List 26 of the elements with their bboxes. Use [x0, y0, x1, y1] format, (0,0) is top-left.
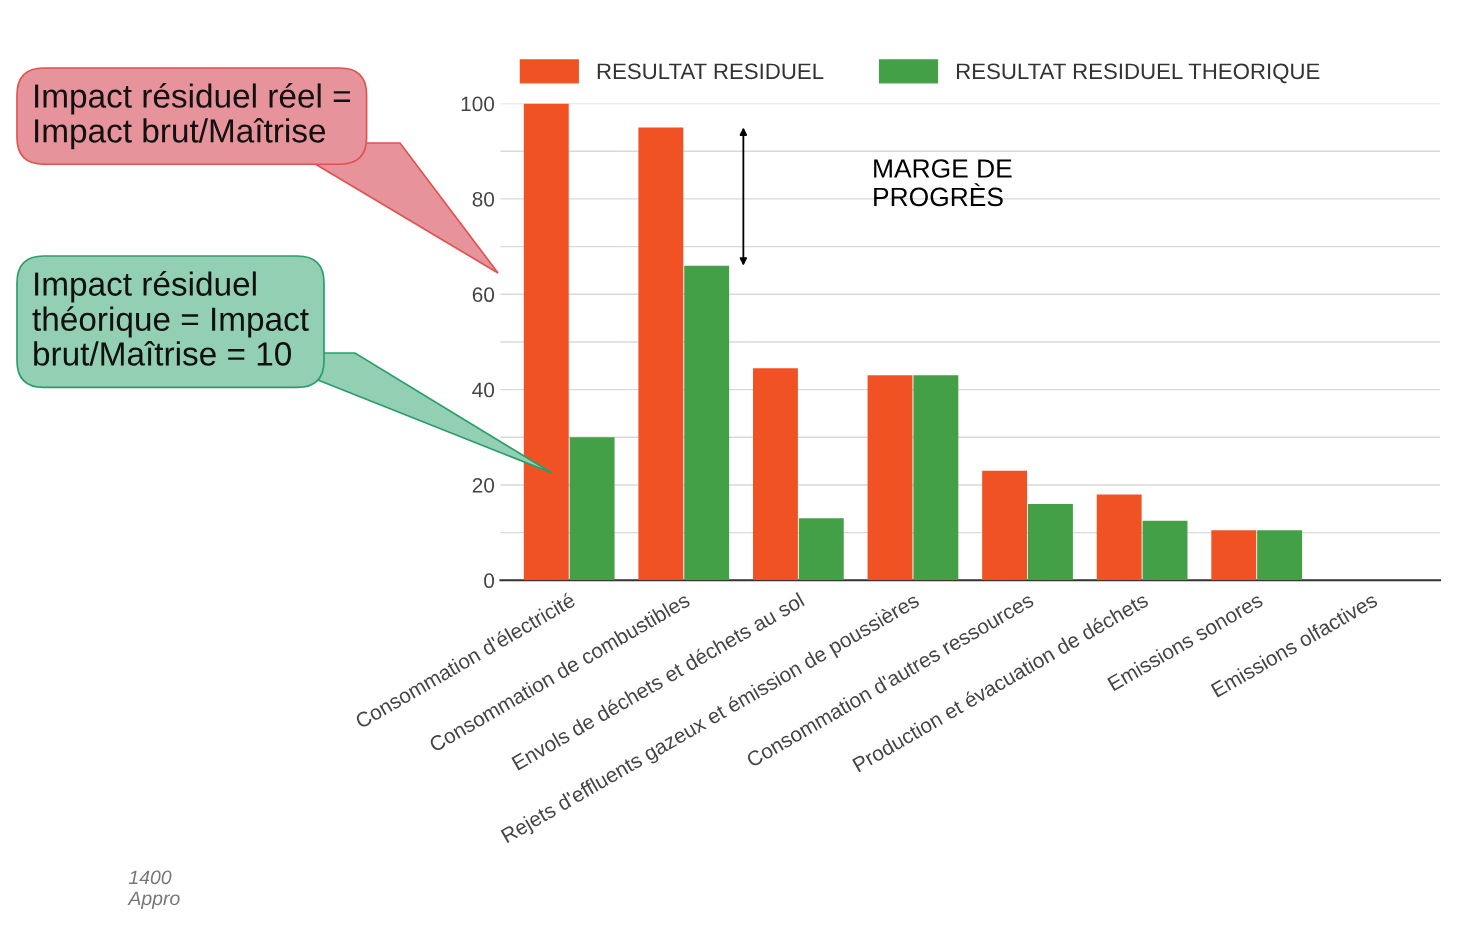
bar [638, 127, 684, 581]
bar [684, 265, 730, 581]
text: Impact résiduel réel = Impact brut/Maîtrise [35, 83, 350, 150]
bar [569, 437, 615, 581]
bar [982, 470, 1028, 581]
bar [867, 375, 913, 581]
text: 1400 Appro [127, 870, 180, 910]
y-tick-label: 80 [472, 191, 495, 207]
legend-label: RESULTAT RESIDUEL [597, 63, 824, 80]
y-tick-label: 20 [472, 477, 495, 493]
bar [913, 375, 959, 581]
y-tick-label: 40 [472, 382, 495, 398]
y-tick-label: 0 [484, 573, 495, 589]
bar [1257, 530, 1303, 581]
annotation: MARGE DE PROGRÈS [874, 159, 1012, 207]
bar [1211, 530, 1257, 581]
bar [523, 103, 569, 581]
legend-label: RESULTAT RESIDUEL THEORIQUE [957, 63, 1320, 84]
bar [752, 368, 798, 581]
bar [1142, 520, 1188, 581]
text: Impact résiduel théorique = Impact brut/Maîtrise = 10 [32, 271, 309, 366]
y-tick-label: 100 [461, 96, 495, 112]
y-tick-label: 60 [472, 287, 495, 303]
bar [798, 518, 844, 581]
bar [1027, 504, 1073, 581]
bar [1096, 494, 1142, 581]
